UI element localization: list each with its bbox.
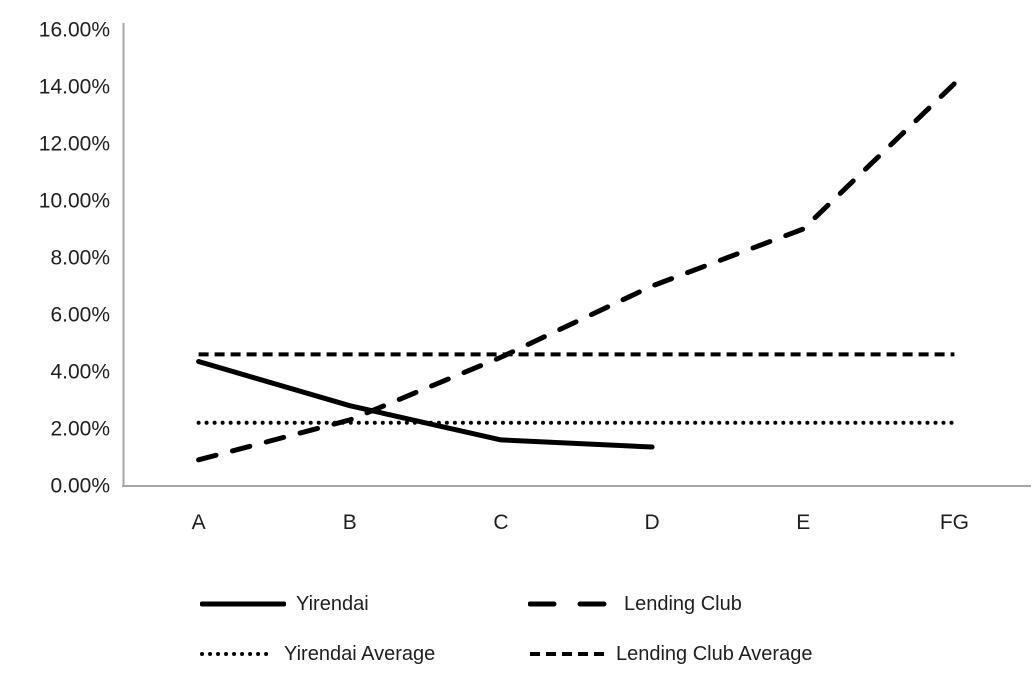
legend-label-lending-club-average: Lending Club Average <box>616 642 813 665</box>
y-tick-label: 0.00% <box>50 475 110 498</box>
series-line-yirendai <box>196 359 655 450</box>
y-tick-label: 10.00% <box>39 190 110 213</box>
y-tick-label: 2.00% <box>50 418 110 441</box>
x-tick-label: E <box>796 511 810 534</box>
legend-item-yirendai: Yirendai <box>200 593 528 616</box>
x-tick-label: B <box>343 511 357 534</box>
legend-label-yirendai-average: Yirendai Average <box>284 642 436 665</box>
y-tick-label: 14.00% <box>39 76 110 99</box>
y-tick-label: 12.00% <box>39 133 110 156</box>
solid-line-swatch-icon <box>200 601 286 607</box>
y-tick-label: 6.00% <box>50 304 110 327</box>
legend-label-yirendai: Yirendai <box>296 592 369 615</box>
legend-row-1: Yirendai Lending Club <box>200 586 960 622</box>
legend-item-lending-club: Lending Club <box>528 593 742 616</box>
legend-item-yirendai-average: Yirendai Average <box>200 643 528 666</box>
dash-line-swatch-icon <box>528 601 614 607</box>
x-tick-label: FG <box>940 511 969 534</box>
y-tick-label: 16.00% <box>39 19 110 42</box>
x-tick-label: A <box>192 511 206 534</box>
legend-item-lending-club-average: Lending Club Average <box>528 643 812 666</box>
y-tick-label: 8.00% <box>50 247 110 270</box>
x-tick-label: D <box>644 511 659 534</box>
dense-dash-line-swatch-icon <box>530 652 604 656</box>
y-tick-label: 4.00% <box>50 361 110 384</box>
x-tick-label: C <box>493 511 508 534</box>
dotted-line-swatch-icon <box>200 652 274 656</box>
legend-row-2: Yirendai Average Lending Club Average <box>200 636 960 672</box>
series-line-lending-club <box>196 81 957 463</box>
legend-label-lending-club: Lending Club <box>624 592 742 615</box>
chart-legend: Yirendai Lending Club Yirendai Average L… <box>200 586 960 675</box>
